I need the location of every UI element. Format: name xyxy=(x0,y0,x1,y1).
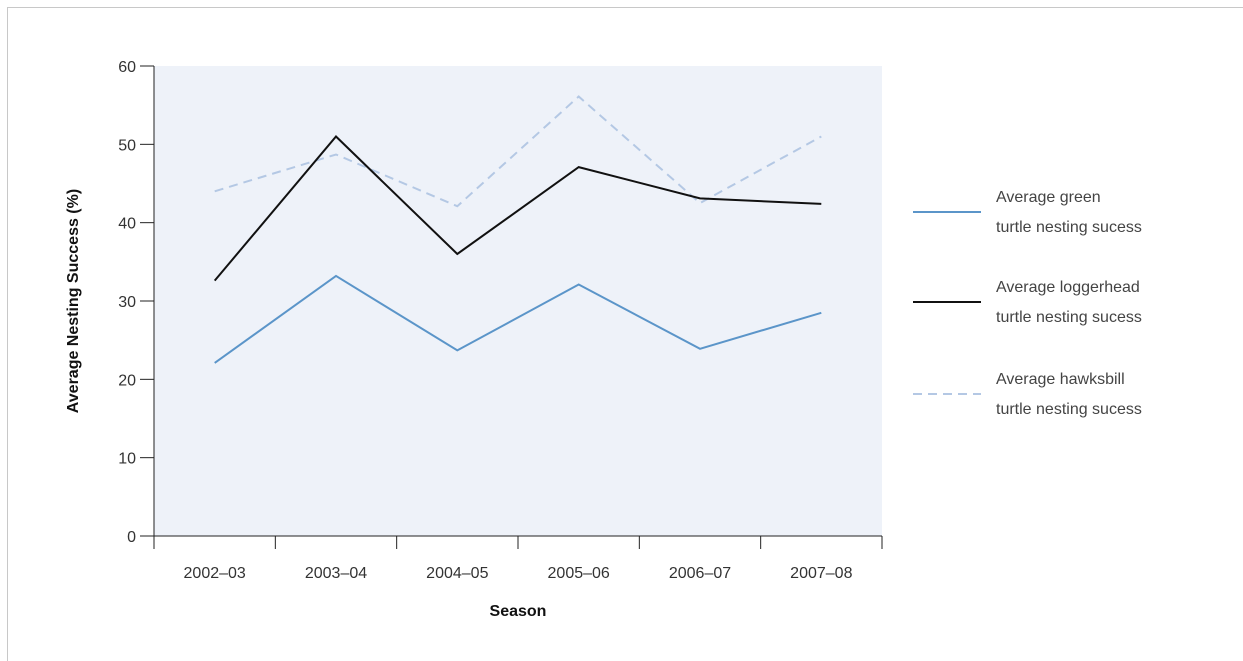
series-line-0 xyxy=(214,274,822,364)
y-tick-label: 60 xyxy=(118,59,136,76)
y-tick-label: 50 xyxy=(118,137,136,154)
x-tick-label: 2002–03 xyxy=(184,565,246,582)
legend: Average green turtle nesting sucess Averag… xyxy=(913,189,1142,418)
y-tick-label: 40 xyxy=(118,216,136,233)
y-axis: 0 10 20 30 40 50 60 xyxy=(118,59,155,546)
y-tick-label: 20 xyxy=(118,372,136,389)
legend-label-line1: Average hawksbill xyxy=(996,371,1125,388)
legend-label-line1: Average loggerhead xyxy=(996,279,1140,296)
y-tick-label: 30 xyxy=(118,294,136,311)
legend-label-line2: turtle nesting sucess xyxy=(996,401,1142,418)
y-tick-label: 0 xyxy=(127,529,136,546)
x-axis: 2002–03 2003–04 2004–05 2005–06 2006–07 2007–… xyxy=(153,535,883,582)
x-tick-label: 2006–07 xyxy=(669,565,731,582)
legend-label-line2: turtle nesting sucess xyxy=(996,309,1142,326)
x-tick-label: 2004–05 xyxy=(426,565,488,582)
y-tick-label: 10 xyxy=(118,451,136,468)
series-line-1 xyxy=(213,135,822,282)
plot-area xyxy=(154,66,882,536)
y-axis-title: Average Nesting Success (%) xyxy=(65,189,82,413)
legend-label-line1: Average green xyxy=(996,189,1101,206)
series-layer xyxy=(213,95,822,364)
legend-label-line2: turtle nesting sucess xyxy=(996,219,1142,236)
x-axis-title: Season xyxy=(490,603,547,620)
x-tick-label: 2003–04 xyxy=(305,565,367,582)
x-tick-label: 2007–08 xyxy=(790,565,852,582)
x-tick-label: 2005–06 xyxy=(548,565,610,582)
